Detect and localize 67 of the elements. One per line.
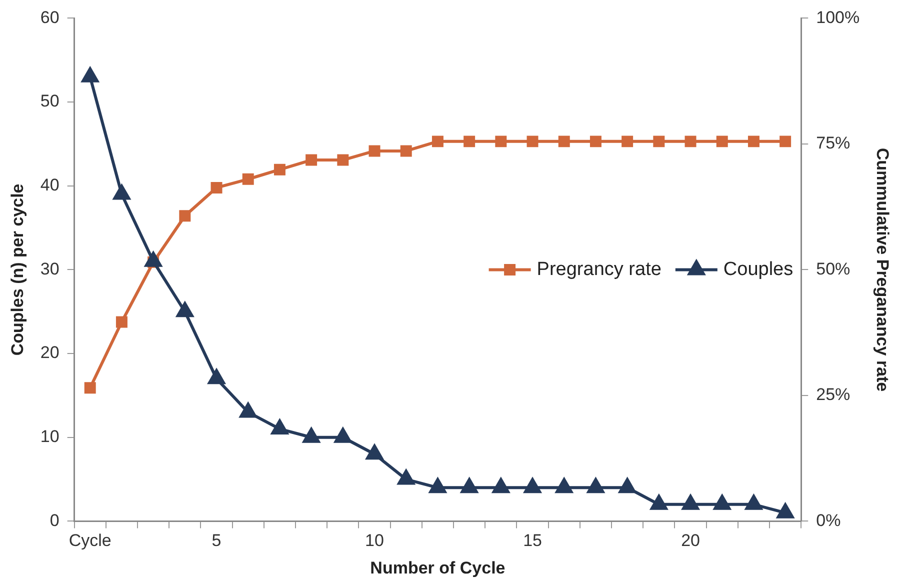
y-axis-title: Couples (n) per cycle: [8, 184, 27, 356]
point: [460, 478, 478, 494]
point: [780, 136, 792, 148]
point: [366, 444, 383, 460]
point: [432, 136, 444, 148]
point: [622, 136, 634, 148]
point: [618, 478, 636, 494]
x-tick-label: 5: [212, 531, 222, 550]
x-tick-label: 10: [365, 531, 384, 550]
point: [464, 136, 476, 148]
point: [745, 494, 762, 510]
legend-label: Pregrancy rate: [536, 258, 662, 280]
point: [495, 136, 507, 148]
y2-tick-label: 0%: [816, 510, 841, 530]
point: [398, 470, 415, 485]
point: [714, 494, 731, 510]
y2-tick-label: 50%: [816, 259, 850, 278]
point: [590, 136, 602, 148]
point: [116, 316, 128, 328]
y-tick-label: 50: [40, 92, 60, 111]
point: [84, 382, 96, 394]
point: [179, 210, 191, 222]
point: [274, 164, 286, 176]
point: [587, 478, 604, 494]
point: [242, 173, 254, 185]
point: [210, 182, 222, 194]
point: [776, 503, 794, 518]
x-axis-title: Number of Cycle: [370, 558, 506, 578]
point: [526, 136, 538, 148]
point: [556, 478, 573, 494]
point: [429, 478, 446, 494]
point: [306, 154, 318, 166]
y2-tick-label: 100%: [816, 8, 860, 27]
point: [716, 136, 728, 148]
point: [240, 402, 257, 418]
point: [748, 136, 760, 148]
point: [176, 302, 194, 318]
point: [82, 67, 99, 82]
point: [337, 154, 349, 166]
y2-tick-label: 75%: [816, 134, 850, 153]
point: [558, 136, 570, 148]
point: [302, 428, 320, 443]
point: [492, 478, 510, 494]
point: [650, 494, 668, 510]
point: [653, 136, 665, 148]
point: [334, 428, 352, 443]
legend-label: Couples: [723, 258, 794, 280]
y-tick-label: 60: [40, 8, 60, 27]
y-tick-label: 40: [40, 176, 60, 195]
y-tick-label: 0: [50, 510, 60, 530]
x-tick-label: 20: [681, 531, 700, 550]
point: [271, 419, 288, 434]
point: [400, 145, 412, 157]
point: [113, 184, 130, 200]
point: [144, 252, 162, 267]
y-tick-label: 30: [40, 259, 60, 278]
point: [368, 145, 380, 157]
x-tick-label: Cycle: [68, 531, 112, 550]
x-tick-label: 15: [523, 531, 542, 550]
point: [684, 136, 696, 148]
y-tick-label: 20: [40, 343, 60, 362]
y2-tick-label: 25%: [816, 385, 850, 404]
y2-axis-title: Cummulative Preganancy rate: [873, 148, 892, 392]
point: [208, 369, 225, 384]
point: [682, 494, 699, 510]
y-tick-label: 10: [40, 427, 60, 446]
point: [524, 478, 541, 494]
